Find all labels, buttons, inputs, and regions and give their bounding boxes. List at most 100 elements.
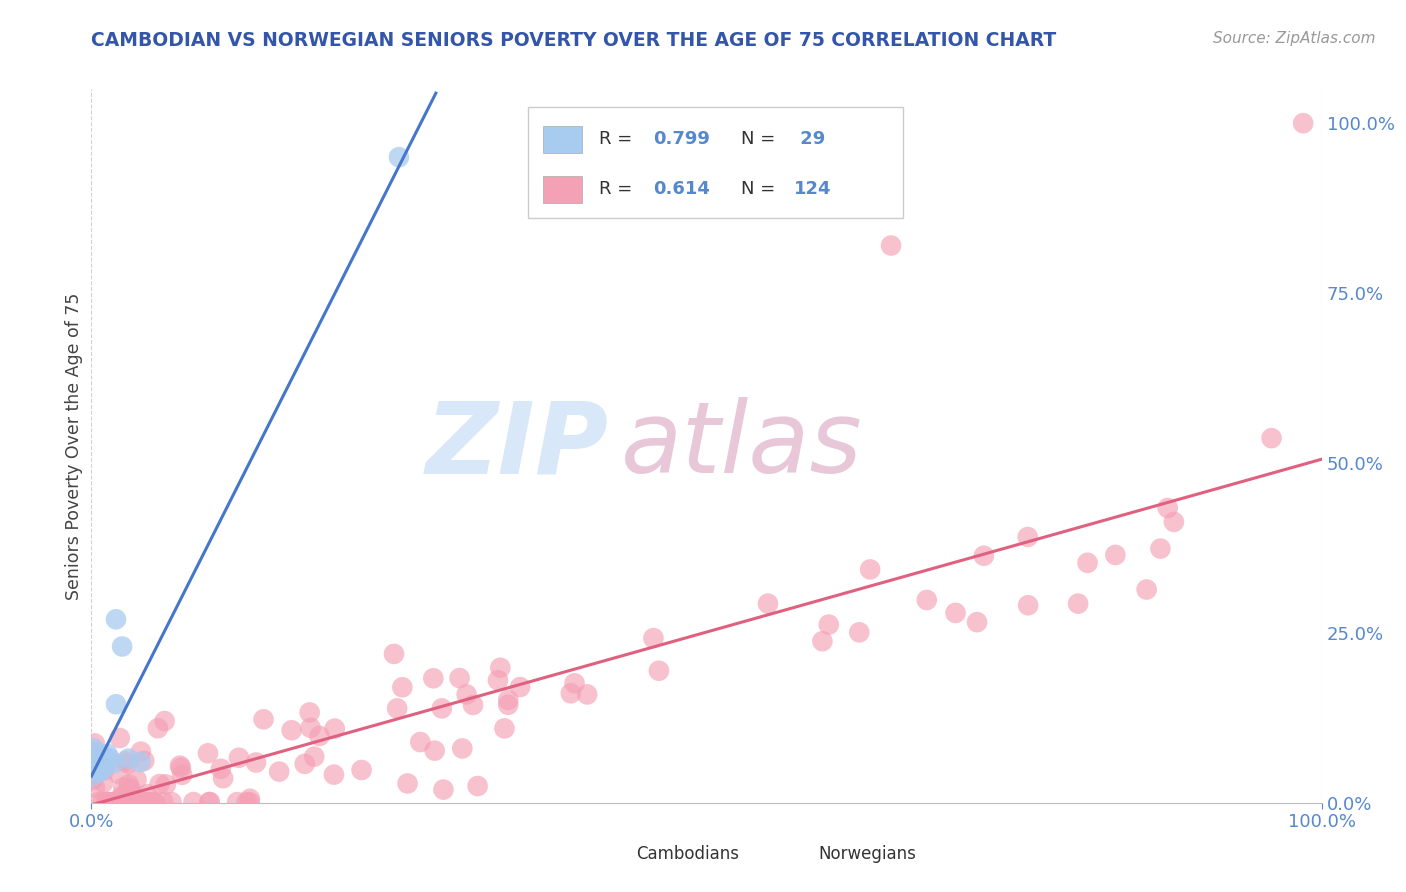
Point bbox=[112, 780, 135, 795]
Point bbox=[1292, 116, 1315, 130]
Point bbox=[198, 795, 221, 809]
Point bbox=[129, 755, 152, 769]
Point bbox=[114, 795, 136, 809]
Point bbox=[239, 795, 262, 809]
Point bbox=[93, 763, 115, 777]
Point bbox=[1017, 530, 1039, 544]
Point bbox=[494, 722, 516, 736]
Point bbox=[396, 776, 419, 790]
Point bbox=[560, 686, 582, 700]
Point bbox=[122, 795, 145, 809]
Point bbox=[153, 714, 176, 728]
Point bbox=[449, 671, 471, 685]
Point bbox=[576, 687, 599, 701]
Point bbox=[915, 593, 938, 607]
Point bbox=[82, 769, 104, 783]
Point bbox=[97, 795, 120, 809]
Point bbox=[152, 795, 174, 809]
Point bbox=[87, 765, 110, 780]
Point bbox=[91, 763, 114, 777]
Point bbox=[209, 762, 232, 776]
Point bbox=[169, 758, 191, 772]
Point bbox=[648, 664, 671, 678]
Point bbox=[486, 673, 509, 688]
Point bbox=[96, 755, 117, 769]
Point bbox=[120, 781, 142, 796]
Point bbox=[83, 741, 105, 756]
Point bbox=[1163, 515, 1185, 529]
Text: ZIP: ZIP bbox=[425, 398, 607, 494]
Point bbox=[107, 767, 129, 781]
Point bbox=[382, 647, 405, 661]
Text: 0.614: 0.614 bbox=[654, 180, 710, 198]
Point bbox=[155, 777, 177, 791]
Text: CAMBODIAN VS NORWEGIAN SENIORS POVERTY OVER THE AGE OF 75 CORRELATION CHART: CAMBODIAN VS NORWEGIAN SENIORS POVERTY O… bbox=[91, 31, 1057, 50]
Point bbox=[111, 795, 134, 809]
Point bbox=[84, 780, 107, 795]
Point bbox=[136, 787, 159, 801]
Point bbox=[135, 795, 157, 809]
Point bbox=[149, 777, 172, 791]
Text: 124: 124 bbox=[794, 180, 831, 198]
Point bbox=[83, 762, 105, 776]
Point bbox=[87, 756, 110, 771]
Point bbox=[83, 755, 105, 769]
Point bbox=[146, 721, 169, 735]
Point bbox=[409, 735, 432, 749]
Point bbox=[117, 751, 139, 765]
Point bbox=[1104, 548, 1126, 562]
Point bbox=[87, 795, 110, 809]
Point bbox=[848, 625, 870, 640]
Point bbox=[98, 751, 121, 765]
Point bbox=[107, 795, 129, 809]
Point bbox=[1157, 500, 1180, 515]
Point bbox=[1067, 597, 1090, 611]
Point bbox=[643, 631, 665, 645]
Point bbox=[945, 606, 967, 620]
Point bbox=[304, 749, 326, 764]
Point bbox=[110, 795, 132, 809]
Point bbox=[138, 795, 160, 809]
Point bbox=[1076, 556, 1098, 570]
Point bbox=[859, 562, 882, 576]
Point bbox=[252, 712, 274, 726]
Point bbox=[90, 760, 112, 774]
FancyBboxPatch shape bbox=[785, 844, 811, 867]
Point bbox=[82, 773, 104, 788]
Point bbox=[118, 777, 141, 791]
Point bbox=[235, 795, 257, 809]
Point bbox=[89, 754, 111, 768]
Point bbox=[107, 795, 129, 809]
Point bbox=[298, 706, 321, 720]
Point bbox=[98, 795, 121, 809]
Point bbox=[117, 795, 139, 809]
Point bbox=[103, 795, 125, 809]
Point bbox=[103, 795, 125, 809]
Point bbox=[117, 756, 139, 771]
Point bbox=[93, 756, 115, 771]
Point bbox=[880, 238, 903, 252]
Point bbox=[308, 729, 330, 743]
Text: Source: ZipAtlas.com: Source: ZipAtlas.com bbox=[1212, 31, 1375, 46]
Point bbox=[323, 767, 346, 781]
Point bbox=[105, 612, 127, 626]
Point bbox=[132, 795, 155, 809]
Point bbox=[197, 746, 219, 760]
Point bbox=[84, 751, 107, 765]
Point bbox=[84, 748, 107, 763]
Point bbox=[111, 794, 134, 808]
Point bbox=[756, 597, 779, 611]
Point bbox=[212, 771, 235, 785]
Point bbox=[125, 772, 148, 787]
Point bbox=[245, 756, 267, 770]
Point bbox=[461, 698, 484, 712]
Point bbox=[160, 795, 183, 809]
FancyBboxPatch shape bbox=[529, 107, 903, 218]
Point bbox=[451, 741, 474, 756]
Point bbox=[91, 795, 114, 809]
Point bbox=[111, 640, 134, 654]
Point bbox=[110, 790, 132, 805]
Point bbox=[103, 795, 125, 809]
Point bbox=[96, 747, 118, 761]
Text: N =: N = bbox=[741, 130, 780, 148]
